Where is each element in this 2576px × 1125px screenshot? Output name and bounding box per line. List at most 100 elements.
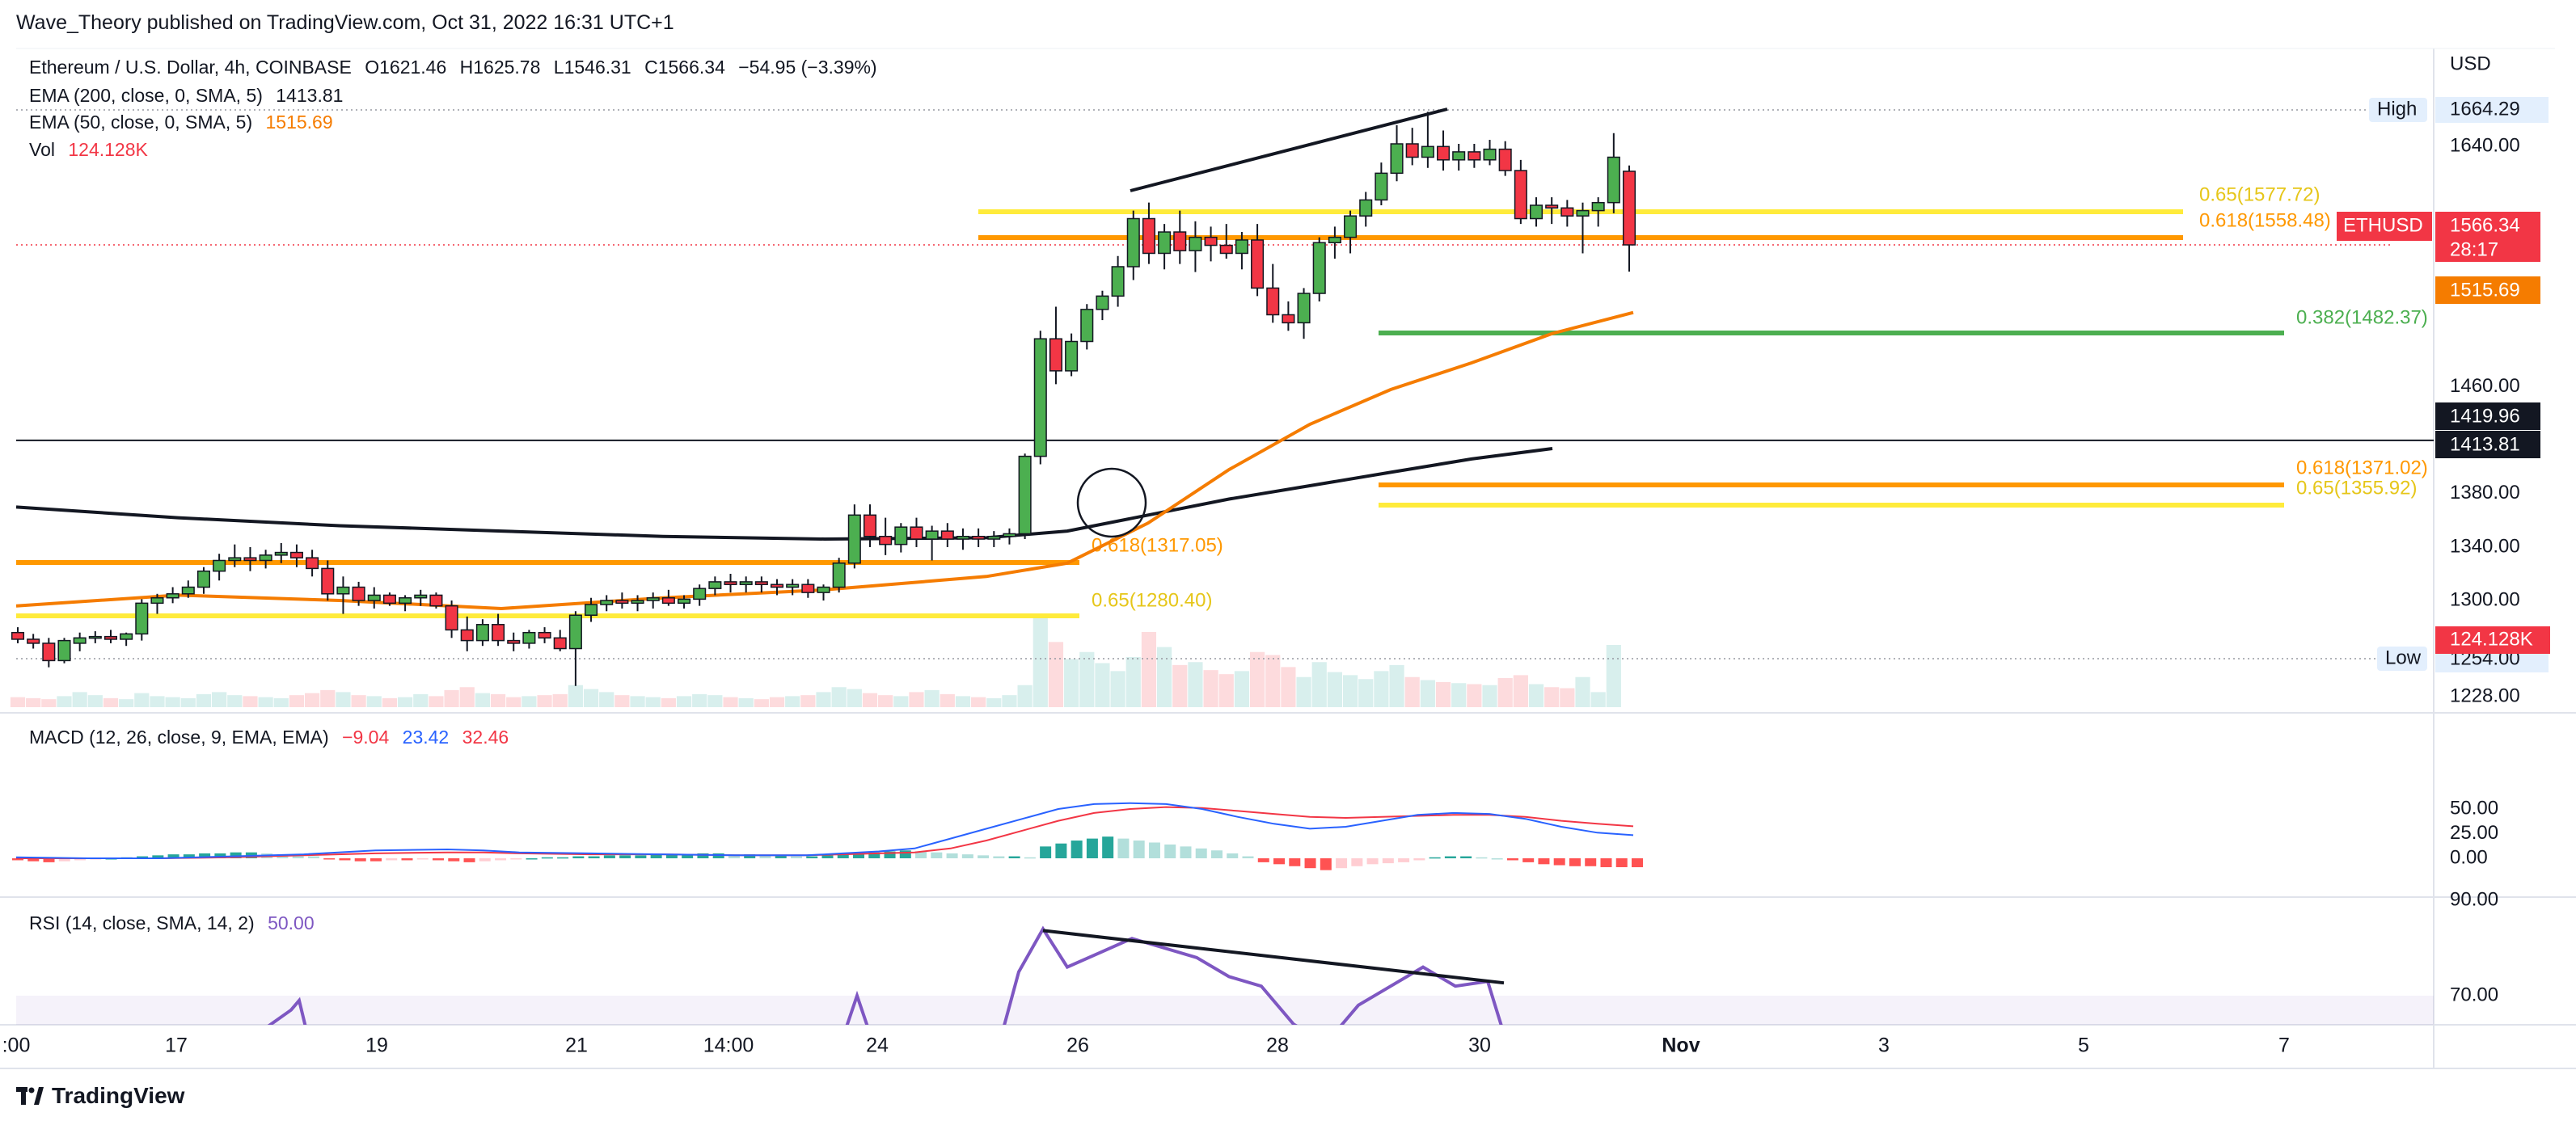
time-axis-tick: 19: [365, 1034, 388, 1057]
macd-histogram-bar: [775, 855, 787, 858]
time-axis-tick: 24: [866, 1034, 889, 1057]
macd-histogram-bar: [1336, 858, 1348, 869]
candle-body: [88, 635, 102, 639]
legend-volume-row[interactable]: Vol 124.128K: [29, 139, 156, 161]
candle-body: [1297, 293, 1311, 324]
ema50-badge: 1515.69: [2450, 279, 2520, 301]
candle-body: [1467, 151, 1481, 161]
high-label-bg: [2369, 98, 2427, 122]
candle-body: [135, 602, 149, 635]
macd-histogram-bar: [1553, 858, 1565, 866]
candle-body: [1189, 236, 1202, 251]
macd-histogram-bar: [1398, 858, 1410, 862]
macd-histogram-bar: [152, 855, 164, 858]
macd-histogram-bar: [1024, 857, 1036, 859]
price-axis-tick: 1228.00: [2450, 685, 2520, 706]
macd-histogram-bar: [931, 852, 943, 858]
ema200-badge: 1413.81: [2450, 433, 2520, 455]
macd-histogram-bar: [339, 858, 351, 861]
candle-body: [832, 562, 846, 588]
macd-histogram-bar: [323, 858, 336, 860]
macd-histogram-bar: [1257, 858, 1269, 862]
macd-histogram-bar: [682, 854, 694, 858]
candle-body: [1033, 338, 1047, 457]
ema200-badge-bg: [2435, 431, 2540, 458]
high-value-bg: [2435, 97, 2549, 123]
price-axis-tick: 1300.00: [2450, 588, 2520, 610]
candle-body: [1173, 231, 1187, 251]
macd-axis-tick: 25.00: [2450, 822, 2498, 844]
macd-signal-value: 32.46: [462, 727, 509, 748]
candle-body: [103, 635, 118, 640]
macd-histogram-bar: [588, 856, 600, 858]
macd-histogram-bar: [58, 858, 70, 862]
candle-body: [213, 559, 226, 572]
candle-body: [150, 596, 164, 605]
low-label: Low: [2385, 647, 2422, 668]
candle-body: [693, 588, 707, 600]
candle-body: [925, 530, 939, 540]
candle-body: [336, 586, 350, 595]
macd-histogram-bar: [961, 854, 973, 858]
macd-histogram-bar: [821, 855, 834, 858]
candle-body: [492, 624, 505, 642]
macd-histogram-bar: [1210, 850, 1223, 858]
candle-body: [1622, 171, 1636, 246]
fib-level-label: 0.618(1558.48): [2199, 209, 2331, 231]
candles: [11, 112, 1636, 686]
fib-level-label: 0.618(1317.05): [1092, 534, 1223, 556]
legend-rsi-row[interactable]: RSI (14, close, SMA, 14, 2) 50.00: [29, 912, 323, 934]
candle-body: [1282, 314, 1295, 324]
legend-ema200-row[interactable]: EMA (200, close, 0, SMA, 5) 1413.81: [29, 85, 351, 107]
macd-axis-tick: 50.00: [2450, 797, 2498, 819]
rsi-axis-tick: 90.00: [2450, 888, 2498, 910]
time-axis-tick: 5: [2078, 1034, 2089, 1057]
tradingview-logo[interactable]: TradingView: [16, 1083, 184, 1109]
candle-body: [894, 526, 908, 546]
macd-histogram-bar: [1569, 858, 1581, 866]
candle-body: [1266, 287, 1280, 316]
candle-body: [1529, 204, 1543, 220]
time-axis-tick: 26: [1066, 1034, 1089, 1057]
macd-histogram-bar: [526, 858, 538, 860]
macd-histogram-bar: [603, 855, 615, 858]
macd-histogram-bar: [230, 852, 242, 858]
candle-body: [1545, 204, 1559, 209]
candle-body: [1049, 338, 1062, 372]
ema200-value: 1413.81: [276, 85, 344, 106]
fib-level-label: 0.382(1482.37): [2296, 306, 2428, 328]
macd-histogram-bar: [806, 856, 818, 858]
macd-histogram-bar: [853, 853, 865, 858]
candle-body: [382, 594, 396, 605]
candle-body: [321, 567, 335, 595]
candle-body: [228, 557, 242, 562]
legend-ema50-row[interactable]: EMA (50, close, 0, SMA, 5) 1515.69: [29, 112, 341, 133]
candle-body: [1080, 309, 1094, 343]
candle-body: [817, 586, 830, 593]
price-axis-tick: 1340.00: [2450, 535, 2520, 557]
macd-histogram-bar: [1382, 858, 1394, 864]
ticker-badge: ETHUSD: [2343, 214, 2423, 236]
macd-histogram-bar: [650, 854, 662, 858]
macd-histogram-bar: [619, 855, 631, 858]
candle-body: [879, 535, 893, 546]
candle-body: [507, 639, 521, 644]
symbol-name[interactable]: Ethereum / U.S. Dollar, 4h, COINBASE: [29, 57, 352, 78]
candle-body: [1235, 239, 1248, 255]
ohlc-high: H1625.78: [459, 57, 541, 78]
legend-macd-row[interactable]: MACD (12, 26, close, 9, EMA, EMA) −9.04 …: [29, 727, 517, 748]
time-axis-tick: 3: [1878, 1034, 1890, 1057]
macd-histogram-bar: [868, 852, 880, 858]
macd-histogram-bar: [915, 851, 927, 858]
macd-histogram-bar: [307, 856, 319, 858]
macd-histogram-bar: [510, 858, 522, 860]
candle-body: [646, 596, 660, 601]
macd-histogram-bar: [1506, 858, 1518, 861]
macd-histogram-bar: [386, 858, 398, 861]
candle-body: [259, 554, 272, 562]
rsi-band: [16, 996, 2434, 1025]
candle-body: [367, 594, 381, 601]
time-axis-tick: 14:00: [703, 1034, 754, 1057]
candle-body: [724, 581, 737, 585]
